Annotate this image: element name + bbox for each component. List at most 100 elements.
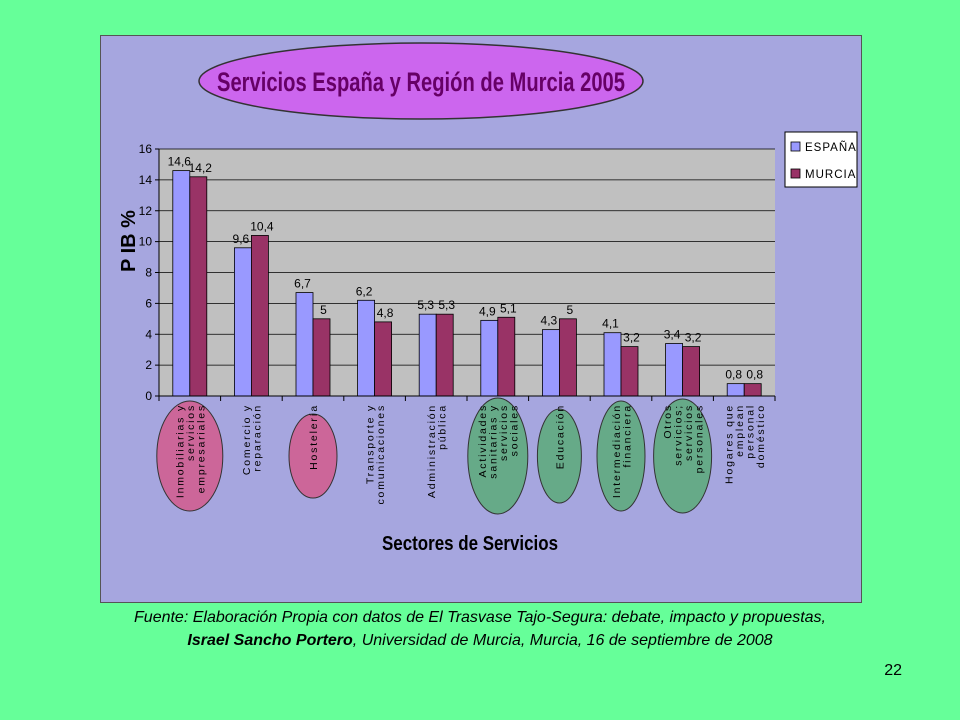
- legend-swatch-españa: [790, 141, 801, 152]
- bar-españa: [541, 329, 560, 397]
- bars: [172, 170, 762, 397]
- y-tick-label: 16: [139, 142, 153, 156]
- category-highlights: [156, 397, 713, 515]
- data-labels: 14,6 9,6 6,7 6,2 5,3 4,9 4,3 4,1 3,4 0,8 14,2 10,4 5…: [168, 155, 764, 382]
- category-label: servicios;: [672, 404, 684, 466]
- data-label: 4,1: [602, 317, 619, 331]
- category-label: servicios: [185, 404, 197, 461]
- category-label: Hostelería: [308, 404, 320, 470]
- y-axis-label: P IB %: [118, 210, 140, 272]
- category-label: Inmobiliarias y: [174, 404, 186, 498]
- category-label: servicios: [683, 404, 695, 461]
- page-number: 22: [884, 662, 902, 679]
- chart-title: Servicios España y Región de Murcia 2005: [217, 67, 625, 97]
- chart-svg: Servicios España y Región de Murcia 2005…: [118, 42, 858, 555]
- category-label: doméstico: [755, 404, 767, 468]
- data-label: 5: [320, 303, 327, 317]
- data-label: 5,3: [417, 298, 434, 312]
- category-label: reparación: [252, 404, 264, 472]
- y-tick-label: 0: [145, 389, 152, 403]
- category-label: servicios: [498, 404, 510, 461]
- category-label: comunicaciones: [375, 404, 387, 505]
- data-label: 0,8: [725, 368, 742, 382]
- data-label: 4,8: [377, 306, 394, 320]
- bar-españa: [603, 332, 622, 397]
- bar-españa: [295, 292, 314, 397]
- data-label: 4,9: [479, 304, 496, 318]
- data-label: 0,8: [746, 368, 763, 382]
- category-label: personales: [693, 404, 705, 473]
- y-tick-label: 8: [145, 266, 152, 280]
- x-axis-label: Sectores de Servicios: [382, 533, 558, 555]
- legend-swatch-murcia: [790, 168, 801, 179]
- category-highlight-ellipse: [536, 408, 582, 504]
- category-label: financiera: [621, 404, 633, 468]
- y-tick-label: 6: [145, 296, 152, 310]
- source-author: Israel Sancho Portero: [187, 632, 353, 649]
- category-highlight-ellipse: [467, 397, 529, 515]
- data-label: 5,1: [500, 301, 517, 315]
- bar-murcia: [558, 318, 577, 397]
- category-label: empresariales: [195, 404, 207, 493]
- data-label: 5: [567, 303, 574, 317]
- category-label: Actividades: [477, 404, 489, 478]
- category-highlight-ellipse: [596, 400, 646, 512]
- bar-murcia: [682, 346, 700, 397]
- data-label: 3,2: [623, 331, 640, 345]
- category-label: Hogares que: [723, 404, 735, 484]
- category-label: Transporte y: [364, 404, 376, 484]
- data-label: 6,2: [356, 284, 373, 298]
- source-caption-rest: , Universidad de Murcia, Murcia, 16 de s…: [352, 632, 773, 649]
- y-tick-label: 14: [139, 173, 153, 187]
- y-tick-label: 12: [139, 204, 153, 218]
- bar-murcia: [189, 176, 208, 397]
- legend-label-murcia: MURCIA: [805, 169, 856, 181]
- category-label: pública: [436, 404, 448, 450]
- category-label: Comercio y: [241, 404, 253, 475]
- data-label: 5,3: [438, 298, 455, 312]
- chart-panel: Servicios España y Región de Murcia 2005…: [100, 35, 862, 603]
- data-label: 3,2: [685, 331, 702, 345]
- data-label: 9,6: [233, 232, 250, 246]
- bar-españa: [172, 170, 191, 397]
- category-highlight-ellipse: [653, 398, 713, 514]
- y-tick-label: 4: [145, 327, 152, 341]
- y-tick-label: 2: [145, 358, 152, 372]
- bar-murcia: [250, 235, 269, 397]
- bar-españa: [665, 343, 683, 397]
- bar-murcia: [497, 316, 516, 397]
- category-highlight-ellipse: [156, 400, 224, 512]
- bar-murcia: [435, 313, 454, 397]
- bar-españa: [233, 247, 252, 397]
- data-label: 3,4: [664, 328, 681, 342]
- category-label: Intermediación: [611, 404, 623, 498]
- category-label: Otros: [662, 404, 674, 439]
- category-label: personal: [744, 404, 756, 459]
- source-caption-line1: Fuente: Elaboración Propia con datos de …: [134, 609, 826, 626]
- data-label: 4,3: [541, 314, 558, 328]
- data-label: 6,7: [294, 277, 311, 291]
- bar-murcia: [312, 318, 331, 397]
- legend: ESPAÑA MURCIA: [784, 131, 858, 188]
- y-axis-ticks: 0 2 4 6 8 10 12 14 16: [139, 142, 776, 403]
- bar-murcia: [620, 346, 639, 397]
- y-tick-label: 10: [139, 235, 153, 249]
- bar-murcia: [743, 383, 762, 397]
- category-label: sanitarias y: [488, 404, 500, 479]
- title-ellipse: [198, 42, 644, 120]
- data-label: 10,4: [250, 219, 274, 233]
- bar-españa: [480, 319, 499, 397]
- data-label: 14,2: [189, 161, 213, 175]
- bar-españa: [357, 299, 376, 397]
- category-label: emplean: [734, 404, 746, 457]
- category-label: Educación: [554, 404, 566, 469]
- legend-label-españa: ESPAÑA: [805, 141, 857, 154]
- bar-españa: [418, 313, 437, 397]
- data-label: 14,6: [168, 155, 192, 169]
- source-caption-line2: Israel Sancho Portero, Universidad de Mu…: [30, 632, 930, 650]
- category-highlight-ellipse: [288, 413, 338, 499]
- category-label: sociales: [509, 404, 521, 456]
- category-label: Administración: [426, 404, 438, 498]
- bar-españa: [726, 383, 745, 397]
